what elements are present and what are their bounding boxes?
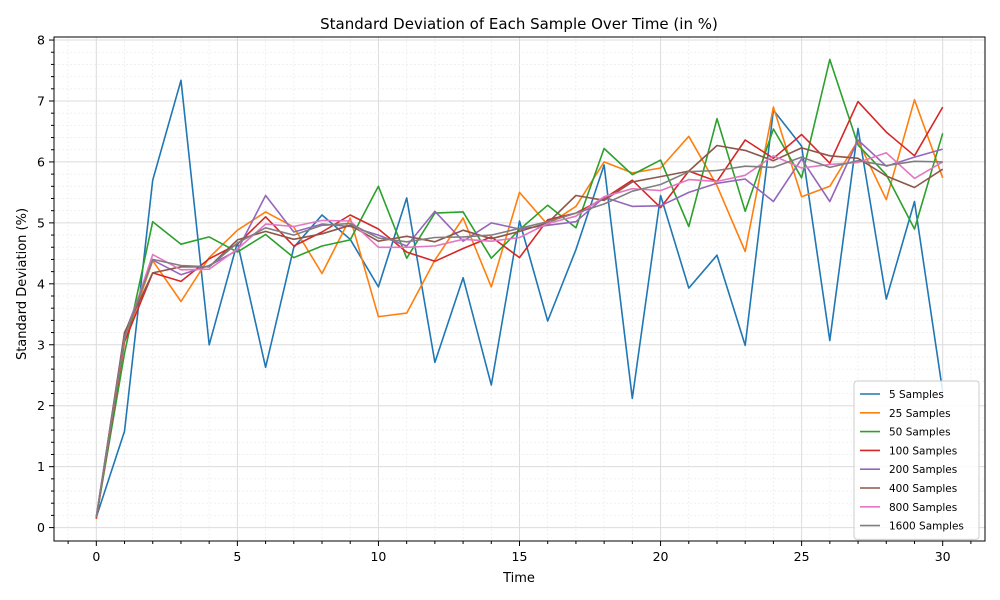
axis-ticks: 0 5 10 15 20 25 30 0 1 2 3 4 5 6 7 8 [37,33,972,564]
y-tick-label: 7 [37,93,45,108]
legend-label: 800 Samples [889,502,957,514]
legend-label: 25 Samples [889,408,951,420]
y-axis-title: Standard Deviation (%) [15,208,30,360]
legend-box [853,380,980,540]
y-tick-label: 3 [37,337,45,352]
y-tick-label: 6 [37,154,45,169]
y-tick-label: 5 [37,215,45,230]
y-tick-label: 1 [37,459,45,474]
legend-label: 50 Samples [889,427,951,439]
series-lines [95,58,944,520]
legend-label: 100 Samples [889,445,957,457]
x-tick-label: 5 [233,549,241,564]
legend-label: 200 Samples [889,464,957,476]
y-tick-label: 4 [37,276,45,291]
series-line-400-samples [95,144,944,518]
x-tick-label: 30 [935,549,951,564]
legend-label: 400 Samples [889,483,957,495]
x-tick-label: 20 [653,549,669,564]
x-tick-label: 15 [512,549,528,564]
x-tick-label: 10 [370,549,386,564]
y-tick-label: 2 [37,398,45,413]
series-line-800-samples [95,152,944,518]
legend: 5 Samples 25 Samples 50 Samples 100 Samples… [853,380,980,540]
series-line-1600-samples [95,156,943,518]
x-tick-label: 0 [92,549,100,564]
x-axis-title: Time [502,571,535,586]
y-tick-label: 0 [37,520,45,535]
legend-label: 5 Samples [889,389,944,401]
chart-title: Standard Deviation of Each Sample Over T… [320,15,718,33]
y-tick-label: 8 [37,33,45,48]
series-line-100-samples [95,100,944,519]
x-tick-label: 25 [794,549,810,564]
series-line-25-samples [95,99,944,520]
legend-label: 1600 Samples [889,521,964,533]
grid [54,37,985,541]
